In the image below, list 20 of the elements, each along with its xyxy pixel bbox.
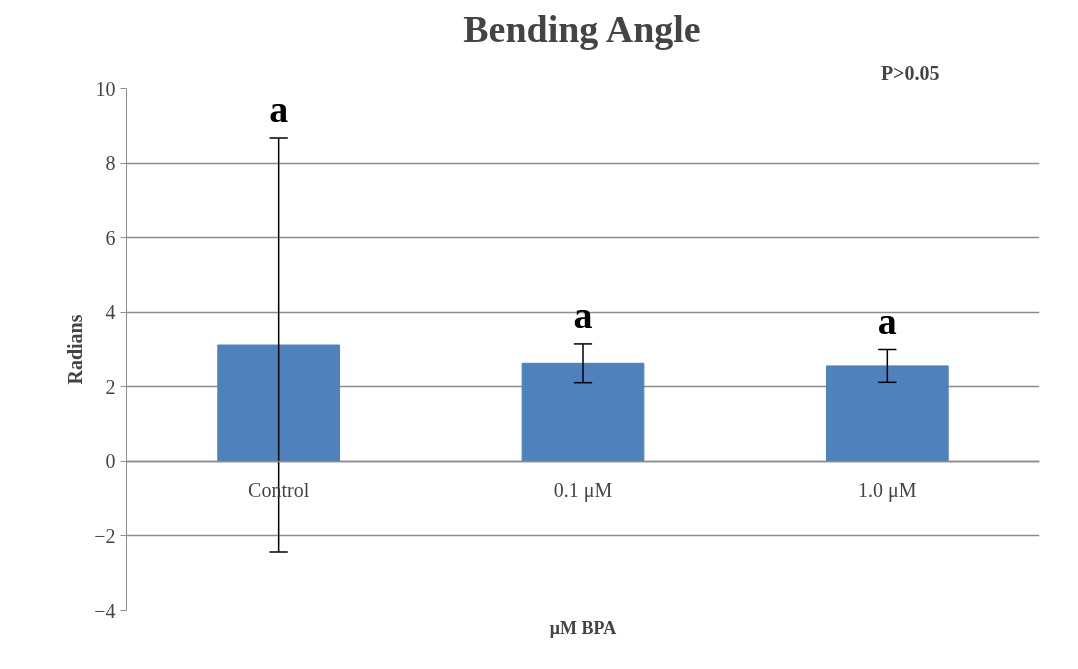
x-axis-title: μM BPA: [549, 617, 617, 638]
y-tick-label: 0: [105, 450, 116, 473]
bar: [217, 344, 341, 462]
annotation: a: [573, 293, 593, 336]
y-tick-label: 6: [105, 226, 116, 249]
x-tick-label: 0.1 μM: [553, 479, 613, 503]
x-tick-label: 1.0 μM: [858, 479, 917, 503]
y-tick-label: 4: [105, 301, 116, 324]
y-axis-title: Radians: [64, 314, 87, 385]
text: P>0.05: [880, 61, 940, 84]
y-tick-label: 8: [105, 152, 116, 175]
bar: [825, 365, 949, 462]
chart-title: Bending Angle: [463, 7, 701, 50]
bar: [521, 362, 645, 462]
annotation: a: [877, 299, 897, 342]
y-tick-label: 10: [95, 77, 116, 100]
y-tick-label: 2: [105, 375, 116, 398]
y-tick-label: −4: [94, 599, 116, 622]
y-tick-label: −2: [94, 524, 116, 547]
annotation: a: [269, 88, 289, 131]
